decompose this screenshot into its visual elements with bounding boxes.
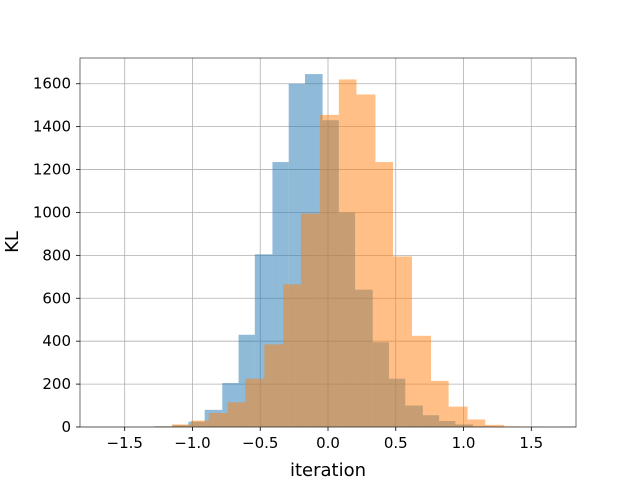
y-tick-label: 600 [42,289,71,307]
x-axis-label: iteration [290,460,366,480]
histogram-bar-series-2 [448,406,468,427]
x-tick-label: 0.0 [316,434,340,452]
histogram-bar-series-2 [467,419,486,427]
histogram-bar-series-2 [245,378,265,427]
histogram-bar-series-2 [485,424,505,427]
histogram-bar-series-2 [300,213,320,427]
histogram-bar-series-2 [338,79,357,427]
histogram-bar-series-2 [319,114,339,427]
histogram-bar-series-2 [264,344,284,427]
y-tick-label: 1400 [33,118,71,136]
x-tick-label: −1.0 [174,434,210,452]
x-tick-label: 0.5 [384,434,408,452]
x-tick-label: 1.5 [519,434,543,452]
histogram-bar-series-2 [208,413,228,427]
histogram-bar-series-2 [356,94,376,427]
y-tick-label: 1000 [33,203,71,221]
histogram-bar-series-2 [283,284,301,427]
x-tick-label: −1.5 [107,434,143,452]
y-tick-label: 800 [42,246,71,264]
y-tick-label: 1200 [33,161,71,179]
histogram-bar-series-2 [375,162,394,427]
histogram-bar-series-2 [430,380,449,427]
histogram-bar-series-2 [412,335,431,427]
y-tick-label: 200 [42,375,71,393]
x-axis-ticks: −1.5 −1.0 −0.5 0.0 0.5 1.0 1.5 [107,427,543,452]
histogram-bars [154,74,578,427]
x-tick-label: 1.0 [452,434,476,452]
y-axis-ticks: 0 200 400 600 800 1000 1200 1400 1600 [33,75,80,436]
y-tick-label: 0 [61,418,71,436]
x-tick-label: −0.5 [242,434,278,452]
y-tick-label: 400 [42,332,71,350]
histogram-bar-series-2 [172,424,192,427]
y-axis-label: KL [2,231,23,253]
y-tick-label: 1600 [33,75,71,93]
histogram-bar-series-2 [227,402,246,427]
histogram-bar-series-2 [393,256,413,427]
histogram-bar-series-2 [191,420,209,427]
